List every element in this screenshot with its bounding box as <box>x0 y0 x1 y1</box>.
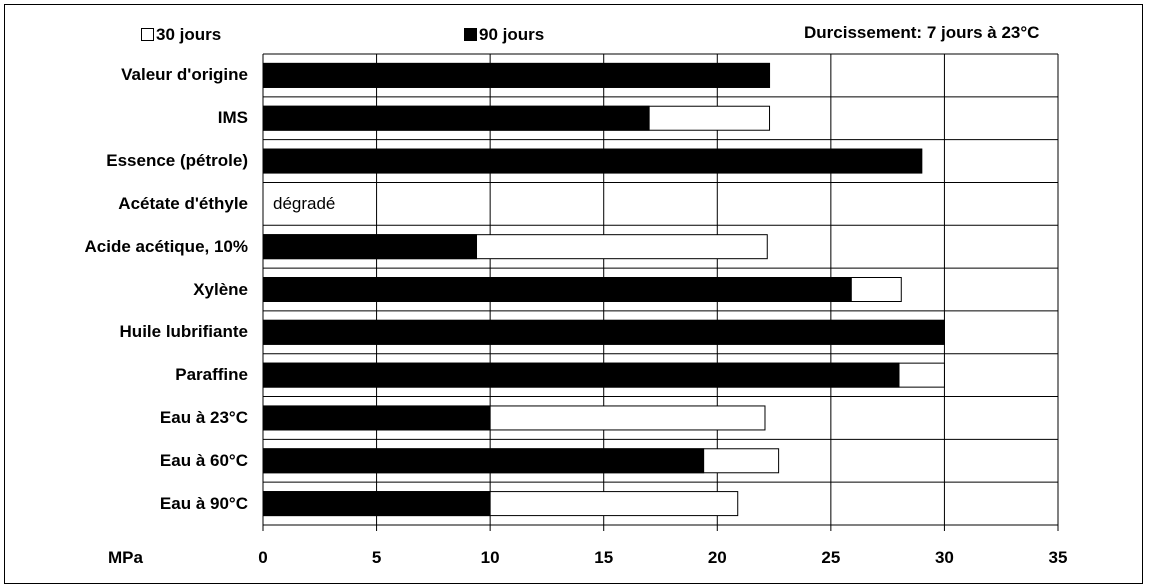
bar-90-jours <box>262 362 900 388</box>
category-label: Huile lubrifiante <box>119 322 248 342</box>
bar-90-jours <box>262 448 705 474</box>
category-label: Paraffine <box>175 365 248 385</box>
category-label: IMS <box>217 108 248 128</box>
category-label: Valeur d'origine <box>121 65 248 85</box>
legend-swatch-30-jours <box>141 28 154 41</box>
x-tick-label: 30 <box>934 548 954 567</box>
category-label: Eau à 90°C <box>159 493 248 513</box>
category-label: Essence (pétrole) <box>106 151 248 171</box>
category-label: Xylène <box>193 279 248 299</box>
category-label: Eau à 60°C <box>159 450 248 470</box>
annotation-label: dégradé <box>273 193 336 213</box>
category-label: Eau à 23°C <box>159 407 248 427</box>
bar-90-jours <box>262 277 852 302</box>
category-label: Acétate d'éthyle <box>118 193 248 213</box>
bar-90-jours <box>262 62 771 88</box>
x-tick-label: 10 <box>480 548 500 567</box>
bar-90-jours <box>262 491 491 517</box>
legend-label-90-jours: 90 jours <box>479 25 545 44</box>
bar-90-jours <box>262 319 945 345</box>
x-tick-label: 35 <box>1048 548 1068 567</box>
x-axis-label: MPa <box>108 548 143 567</box>
x-tick-label: 0 <box>258 548 268 567</box>
legend-label-30-jours: 30 jours <box>156 25 222 44</box>
legend-item-90-jours: 90 jours <box>464 26 544 43</box>
x-tick-label: 5 <box>371 548 382 567</box>
bar-90-jours <box>262 234 478 260</box>
legend-swatch-90-jours <box>464 28 477 41</box>
bar-90-jours <box>262 105 650 131</box>
x-tick-label: 25 <box>821 548 841 567</box>
x-tick-label: 20 <box>707 548 727 567</box>
legend-item-30-jours: 30 jours <box>141 26 221 43</box>
bar-90-jours <box>262 148 923 174</box>
bar-90-jours <box>262 405 491 431</box>
curing-note: Durcissement: 7 jours à 23°C <box>804 23 1040 42</box>
category-label: Acide acétique, 10% <box>84 236 248 256</box>
plot-area <box>262 53 1059 531</box>
x-tick-label: 15 <box>594 548 614 567</box>
